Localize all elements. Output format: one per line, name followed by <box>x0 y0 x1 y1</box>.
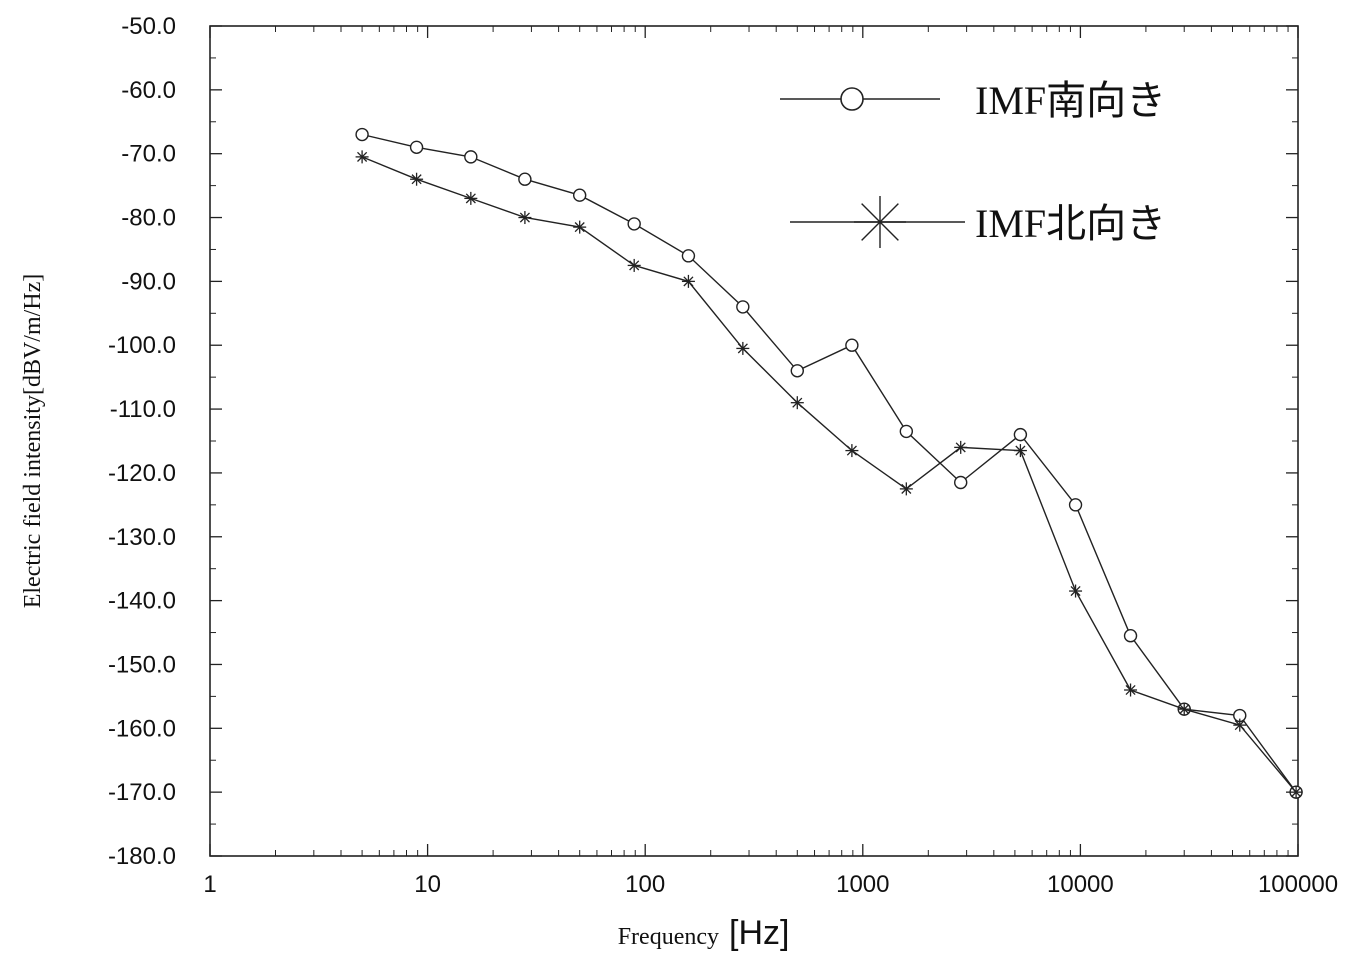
data-point-south <box>355 127 369 142</box>
data-point-north <box>355 150 369 164</box>
y-tick-label: -170.0 <box>108 779 176 806</box>
data-point-south <box>790 364 804 378</box>
data-point-south <box>464 150 478 164</box>
data-point-south <box>1123 629 1138 643</box>
y-tick-label: -140.0 <box>108 588 176 615</box>
y-tick-labels: -50.0 -60.0 -70.0 -80.0 -90.0 -100.0 -110.0 -12… <box>108 13 176 870</box>
y-tick-label: -70.0 <box>121 141 176 168</box>
data-point-north <box>1069 584 1083 598</box>
data-point-north <box>1124 683 1138 697</box>
data-point-north <box>518 211 532 225</box>
y-tick-label: -90.0 <box>121 268 176 295</box>
legend-label-north: IMF北向き <box>975 201 1166 246</box>
data-point-north <box>736 341 750 355</box>
legend: IMF南向き IMF北向き <box>780 78 1166 248</box>
series-line-south <box>361 133 1297 793</box>
series-line-north <box>361 156 1297 793</box>
data-point-north <box>845 444 859 458</box>
legend-label-south: IMF南向き <box>975 78 1166 123</box>
y-tick-label: -60.0 <box>121 77 176 104</box>
y-tick-label: -50.0 <box>121 13 176 40</box>
y-tick-label: -160.0 <box>108 715 176 742</box>
series-layer <box>355 127 1303 799</box>
data-point-south <box>681 249 696 263</box>
data-point-south <box>518 172 532 186</box>
y-tick-label: -100.0 <box>108 332 176 359</box>
data-point-north <box>573 220 587 234</box>
y-tick-label: -180.0 <box>108 843 176 870</box>
data-point-south <box>954 475 968 490</box>
x-tick-label: 1 <box>203 871 216 898</box>
y-tick-label: -130.0 <box>108 524 176 551</box>
data-point-north <box>899 482 913 496</box>
data-point-north <box>627 258 641 272</box>
x-tick-labels: 1 10 100 1000 10000 100000 <box>203 871 1338 898</box>
data-point-south <box>1068 498 1083 512</box>
y-tick-label: -110.0 <box>110 396 176 423</box>
legend-marker-south-icon <box>840 87 864 111</box>
data-point-south <box>845 338 859 352</box>
plot-frame <box>209 25 1299 857</box>
data-point-south <box>1013 427 1028 442</box>
data-point-north <box>1013 444 1027 458</box>
data-point-south <box>572 188 587 202</box>
data-point-south <box>409 140 424 155</box>
data-point-north <box>1233 718 1247 732</box>
data-point-north <box>790 396 804 410</box>
x-tick-label: 100 <box>625 871 665 898</box>
x-tick-label: 10 <box>414 871 441 898</box>
legend-marker-north-icon <box>854 196 906 248</box>
data-point-south <box>736 300 750 314</box>
data-point-north <box>681 274 695 288</box>
data-point-north <box>1177 702 1191 716</box>
y-tick-label: -80.0 <box>121 205 176 232</box>
x-tick-label: 100000 <box>1258 871 1338 898</box>
y-axis-title: Electric field intensity[dBV/m/Hz] <box>20 274 46 609</box>
data-point-south <box>899 424 914 439</box>
x-axis-title: Frequency <box>618 924 719 950</box>
axis-ticks <box>209 25 1299 857</box>
data-point-north <box>410 172 424 186</box>
data-point-north <box>954 440 968 454</box>
x-tick-label: 1000 <box>836 871 889 898</box>
data-point-south <box>627 217 641 231</box>
y-tick-label: -120.0 <box>108 460 176 487</box>
x-axis-unit: [Hz] <box>729 914 789 952</box>
y-tick-label: -150.0 <box>108 651 176 678</box>
data-point-north <box>464 191 478 205</box>
x-tick-label: 10000 <box>1047 871 1114 898</box>
data-point-north <box>1289 785 1303 799</box>
